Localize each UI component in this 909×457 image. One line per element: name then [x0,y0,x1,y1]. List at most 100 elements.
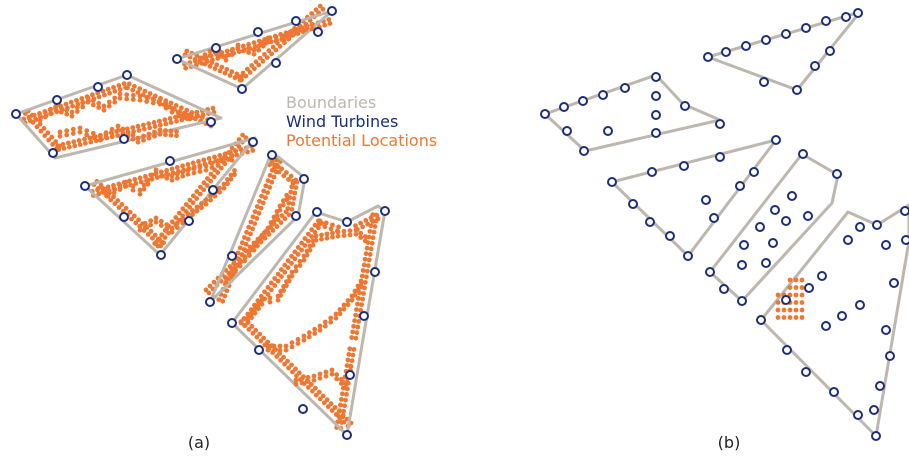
potential-location-dot [323,373,329,379]
potential-location-dot [205,176,210,181]
wind-turbine-marker [855,222,865,232]
potential-location-dot [265,339,271,345]
potential-location-dot [295,252,301,257]
potential-location-dot [359,302,364,308]
panel-b-region-3 [610,138,778,258]
potential-location-dot [322,323,328,329]
wind-turbine-marker [821,321,831,331]
potential-location-dot [132,83,137,89]
potential-location-dot [142,225,148,230]
potential-location-dot [257,331,263,337]
potential-location-dot [243,241,249,247]
wind-turbine-marker [370,267,380,277]
potential-location-dot [190,200,196,206]
potential-location-dot [84,128,90,134]
potential-location-dot [117,182,123,188]
potential-location-dot [181,110,187,116]
potential-location-dot [309,234,315,240]
potential-location-dot [218,165,224,171]
potential-location-dot [345,302,351,308]
potential-location-dot [101,107,107,113]
potential-location-dot [215,162,221,168]
potential-location-dot [312,229,318,235]
potential-location-dot [245,66,250,72]
potential-location-dot [368,246,374,252]
potential-location-dot [274,354,280,359]
potential-location-dot [272,276,278,281]
potential-location-dot [793,285,799,290]
potential-location-dot [297,258,303,264]
wind-turbine-marker [119,134,129,144]
wind-turbine-marker [359,311,369,321]
potential-location-dot [232,264,238,270]
potential-location-dot [194,208,200,214]
potential-location-dot [141,137,146,143]
wind-turbine-marker [313,27,323,37]
potential-location-dot [313,237,319,243]
potential-location-dot [185,162,191,167]
potential-location-dot [135,139,141,145]
potential-location-dot [111,85,116,90]
potential-location-dot [322,319,328,325]
potential-location-dot [271,218,277,224]
potential-location-dot [350,329,356,335]
potential-location-dot [159,232,165,238]
potential-location-dot [258,293,264,299]
potential-location-dot [347,232,353,238]
potential-location-dot [240,132,246,138]
potential-location-dot [152,232,158,238]
potential-location-dot [330,222,335,228]
potential-location-dot [243,73,249,79]
potential-location-dot [217,189,222,195]
potential-location-dot [353,223,358,229]
potential-location-dot [793,315,799,320]
potential-location-dot [130,125,136,130]
potential-location-dot [115,198,121,204]
potential-location-dot [130,92,136,98]
potential-location-dot [307,247,313,253]
potential-location-dot [169,173,175,179]
potential-location-dot [96,94,102,100]
wind-turbine-marker [761,258,771,268]
potential-location-dot [366,257,372,263]
potential-location-dot [293,268,299,274]
potential-location-dot [83,140,88,146]
potential-location-dot [246,42,252,47]
potential-location-dot [259,193,264,199]
potential-location-dot [174,220,180,226]
potential-location-dot [358,235,364,240]
wind-turbine-marker [607,177,617,187]
potential-location-dot [348,363,353,369]
potential-location-dot [183,202,189,207]
potential-location-dot [142,88,148,94]
potential-location-dot [163,121,169,127]
potential-location-dot [119,202,125,207]
potential-location-dot [781,307,787,313]
potential-location-dot [338,376,344,382]
potential-location-dot [105,189,111,195]
potential-location-dot [112,88,118,94]
potential-location-dot [185,167,191,173]
potential-location-dot [262,52,267,57]
wind-turbine-marker [237,84,247,94]
wind-turbine-marker [52,95,62,105]
potential-location-dot [254,334,260,340]
potential-location-dot [370,212,376,218]
potential-location-dot [288,173,294,179]
potential-location-dot [100,189,105,195]
potential-location-dot [158,218,164,224]
potential-location-dot [231,260,237,265]
potential-location-dot [77,129,83,135]
potential-location-dot [252,66,257,72]
potential-location-dot [95,186,101,191]
potential-location-dot [90,102,96,108]
potential-location-dot [115,123,121,129]
wind-turbine-marker [93,82,103,92]
potential-location-dot [253,327,259,333]
potential-location-dot [123,183,129,189]
potential-location-dot [191,166,197,172]
potential-location-dot [258,338,264,344]
potential-location-dot [268,280,274,286]
panel-a-region-1 [175,3,334,91]
potential-location-dot [286,212,292,218]
